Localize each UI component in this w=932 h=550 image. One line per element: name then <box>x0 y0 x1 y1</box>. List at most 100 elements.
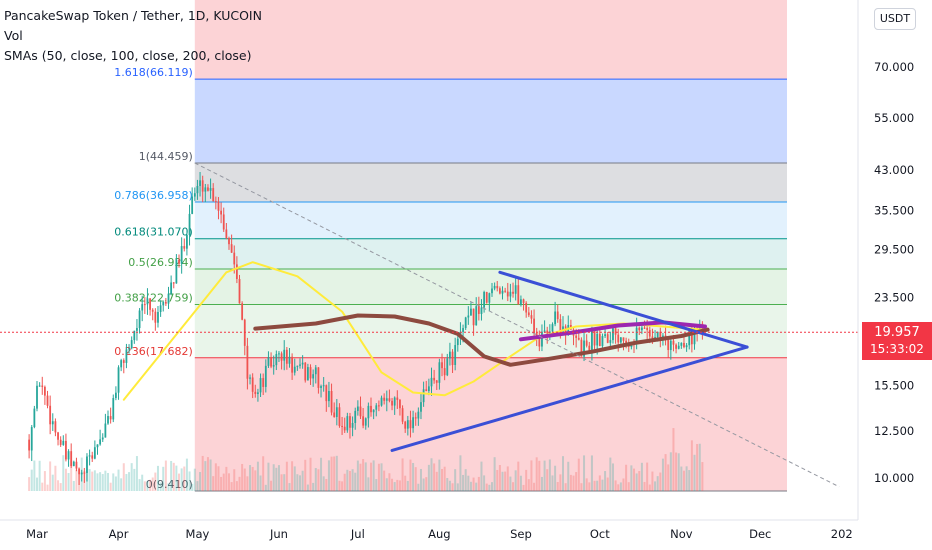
candle-body <box>451 351 454 366</box>
triangle-upper-line[interactable] <box>498 270 749 349</box>
candle-body <box>677 345 680 349</box>
candle-body <box>62 440 65 445</box>
candle-body <box>301 362 304 365</box>
candle-body <box>217 201 220 211</box>
candle-body <box>51 421 54 425</box>
candle-body <box>341 425 343 427</box>
volume-bar <box>464 469 467 491</box>
volume-bar <box>701 462 704 491</box>
volume-bar <box>370 462 373 491</box>
candle-body <box>143 304 146 306</box>
volume-bar <box>359 463 362 491</box>
candle-body <box>335 407 338 417</box>
candle-body <box>70 451 73 467</box>
volume-bar <box>246 476 249 491</box>
candle-body <box>617 334 620 343</box>
candle-body <box>138 310 141 329</box>
candle-body <box>609 340 612 343</box>
candle-body <box>91 455 94 459</box>
volume-bar <box>533 482 536 491</box>
volume-bar <box>567 461 570 491</box>
volume-bar <box>209 459 212 491</box>
volume-bar <box>249 465 252 491</box>
volume-bar <box>377 463 380 491</box>
candle-body <box>264 365 267 387</box>
candle-body <box>43 386 46 396</box>
volume-bar <box>685 466 688 491</box>
volume-bar <box>346 469 349 491</box>
volume-bar <box>693 454 696 491</box>
volume-bar <box>185 458 188 491</box>
candle-body <box>698 323 701 333</box>
triangle-lower-line[interactable] <box>390 345 749 452</box>
volume-bar <box>272 464 275 491</box>
candle-body <box>688 329 691 346</box>
volume-bar <box>414 467 417 491</box>
fib-label: 0.5(26.924) <box>128 256 193 269</box>
volume-bar <box>648 484 651 491</box>
candle-body <box>522 299 525 303</box>
candle-body <box>675 344 677 349</box>
candle-body <box>362 416 365 426</box>
candle-body <box>685 345 688 348</box>
volume-bar <box>669 452 672 491</box>
candle-body <box>349 416 351 428</box>
volume-bar <box>38 460 41 491</box>
fib-zone <box>194 238 788 269</box>
candle-body <box>514 285 517 294</box>
candle-body <box>36 385 38 409</box>
volume-bar <box>506 466 509 491</box>
volume-bar <box>354 472 357 491</box>
volume-bar <box>638 471 641 491</box>
volume-bar <box>625 464 628 491</box>
candle-body <box>38 385 41 387</box>
volume-bar <box>433 463 436 491</box>
candle-body <box>564 326 567 335</box>
volume-bar <box>243 468 246 491</box>
volume-bar <box>396 479 399 491</box>
volume-bar <box>406 480 409 491</box>
candle-body <box>120 360 123 368</box>
volume-bar <box>640 462 643 491</box>
fib-label: 0(9.410) <box>146 478 193 491</box>
candle-body <box>472 308 475 326</box>
volume-bar <box>633 468 636 491</box>
volume-bar <box>109 482 112 491</box>
candle-body <box>30 427 33 451</box>
volume-bar <box>196 481 199 491</box>
trend-line-dashed <box>194 162 840 488</box>
volume-bar <box>51 474 54 491</box>
volume-bar <box>112 473 115 491</box>
candle-body <box>414 417 417 419</box>
volume-bar <box>93 470 96 491</box>
volume-bar <box>517 461 520 491</box>
volume-bar <box>183 466 186 491</box>
candle-body <box>80 472 83 475</box>
candle-body <box>427 386 430 392</box>
volume-bar <box>117 469 120 491</box>
currency-button[interactable]: USDT <box>874 8 916 30</box>
candle-body <box>183 246 186 249</box>
candle-body <box>412 417 414 429</box>
volume-bar <box>590 455 593 491</box>
candle-body <box>493 285 496 289</box>
volume-bar <box>680 466 683 491</box>
volume-bar <box>64 468 67 491</box>
price-tick-label: 12.500 <box>874 424 914 438</box>
candle-body <box>659 331 662 338</box>
candle-body <box>133 330 136 341</box>
candle-body <box>512 291 514 294</box>
candle-body <box>172 282 175 284</box>
fib-zone <box>194 79 788 163</box>
candle-body <box>88 455 91 457</box>
volume-bar <box>233 469 236 491</box>
candle-body <box>41 385 44 387</box>
candle-body <box>283 349 286 361</box>
candle-body <box>364 418 367 426</box>
volume-bar <box>277 465 280 491</box>
volume-bar <box>241 463 244 491</box>
volume-bar <box>88 469 91 491</box>
candle-body <box>375 405 378 410</box>
volume-bar <box>606 477 609 491</box>
